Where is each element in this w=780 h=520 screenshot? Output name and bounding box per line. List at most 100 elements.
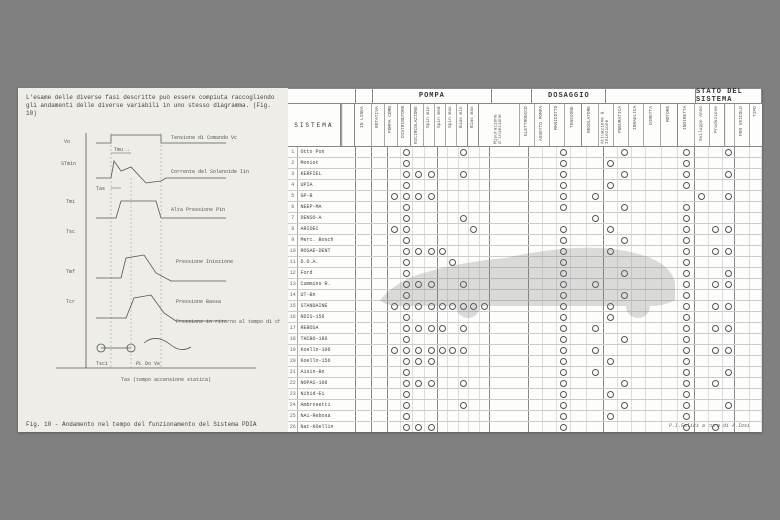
data-cell (543, 323, 557, 333)
data-cell (750, 345, 762, 355)
row-number: 5 (288, 191, 298, 201)
data-cell (632, 378, 646, 388)
data-cell (604, 345, 618, 355)
data-cell (480, 279, 490, 289)
data-cell (709, 202, 723, 212)
circle-mark-icon (439, 248, 446, 255)
data-cell (459, 323, 469, 333)
data-cell (372, 334, 388, 344)
data-cell (490, 268, 529, 278)
data-cell (646, 345, 662, 355)
data-cell (709, 158, 723, 168)
data-cell (723, 301, 735, 311)
data-cell (618, 378, 632, 388)
data-cell (709, 268, 723, 278)
row-label: NDIS-156 (298, 312, 356, 322)
data-cell (372, 400, 388, 410)
data-cell (587, 235, 603, 245)
sub-header-cell: ROTATIVA (371, 104, 384, 146)
data-cell (735, 158, 749, 168)
circle-mark-icon (607, 358, 614, 365)
data-cell (413, 246, 425, 256)
data-cell (372, 389, 388, 399)
circle-mark-icon (460, 303, 467, 310)
data-cell (678, 345, 694, 355)
data-cell (750, 257, 762, 267)
data-cell (695, 180, 709, 190)
data-cell (571, 158, 587, 168)
data-cell (388, 246, 400, 256)
circle-mark-icon (560, 182, 567, 189)
data-cell (571, 268, 587, 278)
circle-mark-icon (683, 226, 690, 233)
data-cell (662, 378, 678, 388)
data-cell (356, 169, 372, 179)
data-cell (571, 356, 587, 366)
data-cell (604, 312, 618, 322)
header-group: DOSAGGIO (532, 89, 606, 103)
data-cell (438, 312, 448, 322)
data-cell (372, 323, 388, 333)
circle-mark-icon (470, 226, 477, 233)
data-cell (678, 147, 694, 157)
data-cell (604, 290, 618, 300)
circle-mark-icon (428, 358, 435, 365)
data-cell (571, 169, 587, 179)
data-cell (678, 301, 694, 311)
circle-mark-icon (607, 182, 614, 189)
data-cell (413, 202, 425, 212)
row-label: ROSAE-DENT (298, 246, 356, 256)
data-cell (632, 268, 646, 278)
data-cell (723, 345, 735, 355)
data-cell (587, 158, 603, 168)
data-cell (480, 158, 490, 168)
data-cell (678, 367, 694, 377)
data-cell (372, 312, 388, 322)
data-cell (480, 356, 490, 366)
data-cell (695, 224, 709, 234)
data-cell (678, 312, 694, 322)
data-cell (413, 191, 425, 201)
circle-mark-icon (683, 391, 690, 398)
data-cell (646, 235, 662, 245)
circle-mark-icon (428, 380, 435, 387)
data-cell (618, 356, 632, 366)
data-cell (480, 180, 490, 190)
data-cell (750, 301, 762, 311)
data-cell (735, 279, 749, 289)
data-cell (543, 411, 557, 421)
circle-mark-icon (403, 358, 410, 365)
data-cell (448, 224, 458, 234)
data-cell (356, 378, 372, 388)
data-cell (632, 147, 646, 157)
data-cell (750, 312, 762, 322)
data-cell (709, 191, 723, 201)
row-label: UPIA (298, 180, 356, 190)
timing-diagram: Tensione di Comando Vc Corrente del Sole… (26, 123, 280, 393)
data-cell (372, 180, 388, 190)
data-cell (695, 422, 709, 432)
data-cell (388, 213, 400, 223)
data-cell (529, 411, 543, 421)
sub-header-cell: TENSIONE (564, 104, 581, 146)
data-cell (678, 213, 694, 223)
circle-mark-icon (683, 402, 690, 409)
table-row: 21Aisin-Bn (288, 367, 762, 378)
data-cell (587, 356, 603, 366)
data-cell (459, 257, 469, 267)
circle-mark-icon (403, 303, 410, 310)
data-cell (678, 257, 694, 267)
circle-mark-icon (683, 336, 690, 343)
data-cell (469, 290, 479, 300)
data-cell (425, 147, 437, 157)
data-cell (529, 202, 543, 212)
data-cell (448, 158, 458, 168)
data-cell (571, 367, 587, 377)
circle-mark-icon (621, 149, 628, 156)
data-cell (632, 180, 646, 190)
circle-mark-icon (428, 325, 435, 332)
circle-mark-icon (683, 171, 690, 178)
data-cell (543, 180, 557, 190)
data-cell (723, 213, 735, 223)
data-cell (587, 334, 603, 344)
